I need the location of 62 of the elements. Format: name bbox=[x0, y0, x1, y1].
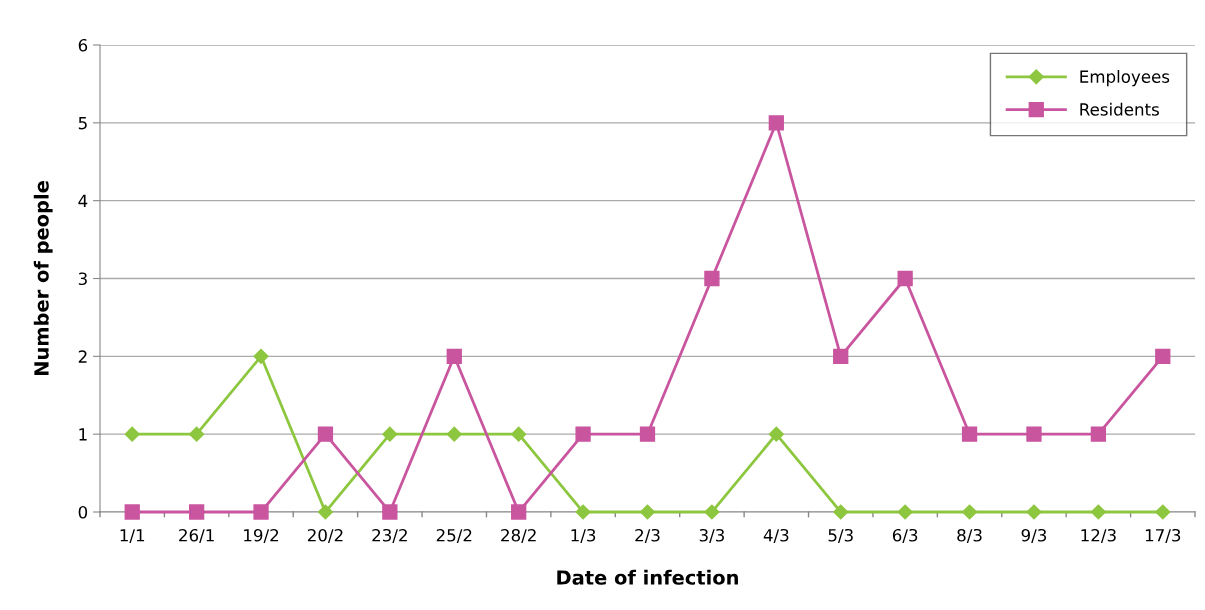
point bbox=[833, 504, 849, 520]
point bbox=[897, 504, 913, 520]
point bbox=[961, 504, 978, 520]
x-tick-label: 4/3 bbox=[763, 528, 789, 543]
y-axis-title: Number of people bbox=[33, 181, 53, 376]
point bbox=[511, 504, 527, 520]
x-tick-label: 20/2 bbox=[307, 528, 343, 543]
point bbox=[124, 504, 140, 520]
point bbox=[189, 426, 205, 442]
point bbox=[704, 270, 720, 287]
point bbox=[1155, 348, 1171, 364]
point bbox=[317, 426, 334, 442]
point bbox=[253, 504, 269, 520]
point bbox=[768, 115, 784, 131]
point bbox=[639, 504, 656, 520]
x-tick-label: 26/1 bbox=[179, 528, 214, 543]
point bbox=[575, 426, 591, 442]
x-tick-label: 28/2 bbox=[501, 528, 536, 543]
point bbox=[188, 504, 205, 520]
point bbox=[833, 348, 849, 364]
point bbox=[768, 426, 784, 442]
x-tick-label: 23/2 bbox=[372, 528, 407, 543]
point bbox=[961, 426, 978, 442]
y-tick-label: 6 bbox=[78, 38, 88, 52]
x-tick-label: 1/3 bbox=[571, 528, 596, 543]
point bbox=[317, 504, 334, 520]
x-tick-label: 6/3 bbox=[892, 528, 918, 543]
point bbox=[639, 426, 656, 442]
x-tick-label: 12/3 bbox=[1081, 528, 1116, 543]
legend-label: Employees bbox=[1080, 70, 1170, 87]
point bbox=[382, 426, 398, 442]
x-tick-label: 1/1 bbox=[120, 529, 145, 543]
x-tick-label: 25/2 bbox=[436, 528, 472, 543]
point bbox=[1155, 504, 1171, 520]
y-tick-label: 5 bbox=[78, 117, 87, 130]
point bbox=[897, 270, 913, 287]
x-tick-label: 3/3 bbox=[699, 528, 724, 543]
x-tick-label: 2/3 bbox=[635, 528, 660, 543]
y-tick-label: 3 bbox=[78, 272, 87, 286]
point bbox=[1026, 426, 1042, 442]
x-tick-label: 17/3 bbox=[1145, 528, 1181, 543]
x-axis-title: Date of infection bbox=[557, 569, 738, 585]
point bbox=[446, 426, 462, 442]
point bbox=[704, 504, 720, 520]
point bbox=[253, 348, 269, 364]
x-tick-label: 19/2 bbox=[244, 528, 279, 543]
x-tick-label: 5/3 bbox=[828, 528, 853, 543]
legend-label: Residents bbox=[1080, 102, 1159, 116]
y-tick-label: 2 bbox=[78, 350, 87, 363]
point bbox=[1090, 426, 1107, 442]
point bbox=[1090, 504, 1106, 520]
point bbox=[1026, 504, 1042, 520]
y-tick-label: 4 bbox=[78, 194, 88, 207]
point bbox=[511, 426, 527, 442]
y-tick-label: 0 bbox=[78, 505, 88, 519]
point bbox=[124, 426, 140, 442]
point bbox=[575, 504, 591, 520]
point bbox=[382, 504, 398, 520]
x-tick-label: 9/3 bbox=[1021, 528, 1047, 543]
x-tick-label: 8/3 bbox=[957, 528, 982, 543]
y-tick-label: 1 bbox=[79, 428, 87, 441]
point bbox=[446, 348, 462, 364]
